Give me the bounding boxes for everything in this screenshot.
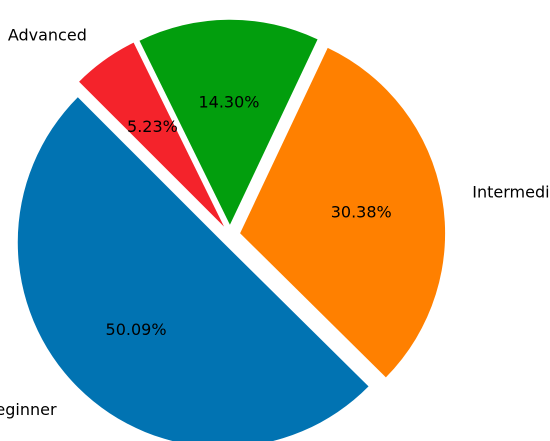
slice-percent-label: 30.38% — [331, 202, 392, 221]
pie-slice-intermediate — [240, 47, 446, 378]
pie-slice-all-levels — [139, 19, 318, 225]
pie-slice-advanced — [79, 42, 225, 227]
slice-percent-label: 5.23% — [127, 117, 178, 136]
slice-category-label: Intermediate — [472, 183, 550, 202]
pie-slice-beginner — [17, 97, 369, 441]
slice-category-label: Beginner — [0, 400, 57, 419]
slice-percent-label: 14.30% — [198, 92, 259, 111]
slice-category-label: Advanced — [8, 25, 87, 44]
slice-percent-label: 50.09% — [106, 320, 167, 339]
